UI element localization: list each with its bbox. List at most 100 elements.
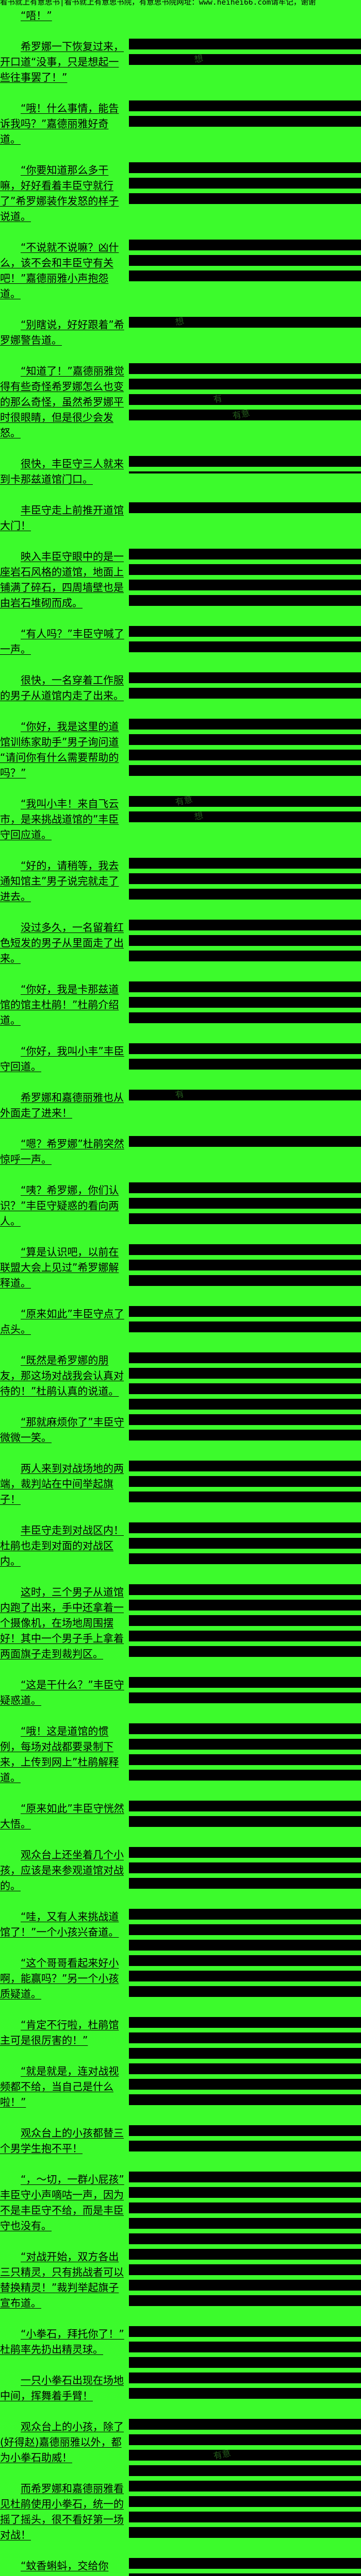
censor-bar (129, 1275, 361, 1286)
censor-bar-group (129, 2481, 361, 2543)
censor-bar (129, 765, 361, 776)
censor-bar-group: 有意 (129, 2419, 361, 2481)
censor-bar (129, 1955, 361, 1966)
censor-bar (129, 2233, 361, 2244)
censor-bar (129, 1631, 361, 1641)
censor-bar (129, 162, 361, 173)
censor-bar (129, 1862, 361, 1873)
paragraph-text: “哇，又有人来挑战道馆了！”一个小孩兴奋道。 (0, 1910, 119, 1938)
censor-bar (129, 1260, 361, 1270)
paragraph-text: “别瞎说，好好跟着”希罗娜警告道。 (0, 318, 124, 346)
paragraph-text: “好的，请稍等，我去通知馆主”男子说完就走了进去。 (0, 859, 119, 903)
censor-bar (129, 997, 361, 1008)
paragraph: “原来如此”丰臣守点了点头。 (0, 1306, 361, 1337)
paragraph-text: “这是干什么？”丰臣守疑惑道。 (0, 1679, 124, 1706)
censor-bar: 有意 (129, 410, 361, 420)
censor-bar (129, 2527, 361, 2538)
censor-bar (129, 2280, 361, 2291)
censor-bar: 有 (129, 394, 361, 405)
censor-bar (129, 2573, 361, 2576)
censor-bar (129, 1801, 361, 1811)
paragraph: “唔！” (0, 8, 361, 23)
paragraph-text: “不说就不说嘛？凶什么，该不会和丰臣守有关吧！”嘉德丽雅小声抱怨道。 (0, 241, 119, 300)
censor-bar (129, 1059, 361, 1070)
censor-bar (129, 858, 361, 869)
censor-bar-group (129, 1043, 361, 1074)
censor-bar (129, 2372, 361, 2383)
censor-bar: 有 (129, 1090, 361, 1100)
censor-bar (129, 2202, 361, 2213)
censor-bar (129, 626, 361, 637)
paragraph: 这时，三个男子从道馆内跑了出来，手中还拿着一个摄像机，在场地周围摆好！其中一个男… (0, 1584, 361, 1662)
paragraph-text: “你好，我是这里的道馆训练家助手”男子询问道“请问你有什么需要帮助的吗？” (0, 720, 119, 779)
paragraph-text: “哦！什么事情，能告诉我吗？”嘉德丽雅好奇道。 (0, 102, 119, 145)
censor-bar (129, 502, 361, 513)
censor-bar (129, 1986, 361, 1997)
censor-bar: 有意 (129, 2450, 361, 2461)
censor-bar (129, 1383, 361, 1394)
censor-bar (129, 2094, 361, 2105)
censor-bar-group (129, 100, 361, 131)
paragraph-text: 丰臣守走到对战区内！杜鹃也走到对面的对战区内。 (0, 1524, 124, 1567)
censor-bar (129, 2048, 361, 2059)
censor-bar-group (129, 1522, 361, 1569)
censor-bar-group (129, 1801, 361, 1832)
censor-bar (129, 873, 361, 884)
paragraph: “哦！这是道馆的惯例，每场对战都要录制下来，上传到网上”杜鹃解释道。 (0, 1723, 361, 1785)
censor-bar (129, 1600, 361, 1611)
censor-bar (129, 2558, 361, 2569)
censor-bar (129, 2357, 361, 2368)
paragraph: “就是就是，连对战视频都不给，当自己是什么啦！” (0, 2063, 361, 2110)
censor-bar-group (129, 162, 361, 209)
paragraph-text: 两人来到对战场地的两端，裁判站在中间举起旗子！ (0, 1462, 124, 1505)
paragraph: “我叫小丰！来自飞云市，是来挑战道馆的”丰臣守回应道。 有意想 (0, 796, 361, 842)
censor-bar-group (129, 1352, 361, 1414)
censor-bar (129, 2249, 361, 2260)
censor-bar (129, 240, 361, 250)
paragraph: “原来如此”丰臣守恍然大悟。 (0, 1801, 361, 1832)
paragraph: 丰臣守走上前推开道馆大门！ (0, 502, 361, 533)
censor-bar (129, 1399, 361, 1410)
censor-bar (129, 379, 361, 389)
censor-bar (129, 1430, 361, 1440)
censor-bar-group (129, 1909, 361, 1955)
censor-bar (129, 981, 361, 992)
censor-bar (129, 2063, 361, 2074)
censor-bar-group (129, 1182, 361, 1229)
censor-bar: 想 (129, 54, 361, 65)
paragraph-text: “对战开始，双方各出三只精灵，只有挑战者可以替换精灵！”裁判举起旗子宣布道。 (0, 2250, 124, 2309)
paragraph: “不说就不说嘛？凶什么，该不会和丰臣守有关吧！”嘉德丽雅小声抱怨道。 (0, 240, 361, 301)
censor-bar-group (129, 1244, 361, 1291)
censor-bar-group (129, 719, 361, 781)
paragraph: “你好，我是这里的道馆训练家助手”男子询问道“请问你有什么需要帮助的吗？” (0, 719, 361, 781)
censor-bar (129, 1476, 361, 1487)
watermark-ghost-text: 有 (212, 394, 223, 405)
censor-bar-group (129, 1955, 361, 2002)
censor-bar (129, 2342, 361, 2352)
censor-bar (129, 1182, 361, 1193)
censor-bar (129, 672, 361, 683)
paragraph-text: “知道了！”嘉德丽雅觉得有些奇怪希罗娜怎么也变的那么奇怪，虽然希罗娜平时很眼睛，… (0, 365, 124, 439)
censor-bar (129, 1971, 361, 1981)
censor-bar (129, 1198, 361, 1209)
paragraph: “咦？希罗娜，你们认识？”丰臣守疑惑的看向两人。 (0, 1182, 361, 1229)
paragraph: “算是认识吧，以前在联盟大会上见过”希罗娜解释道。 (0, 1244, 361, 1291)
paragraph-text: “就是就是，连对战视频都不给，当自己是什么啦！” (0, 2065, 119, 2108)
censor-bar-group (129, 2172, 361, 2249)
chapter-content: “唔！” 希罗娜一下恢复过来，开口道“没事，只是想起一些往事罢了！” 想 “哦！什么事… (0, 8, 361, 2576)
censor-bar (129, 270, 361, 281)
paragraph-text: “那就麻烦你了”丰臣守微微一笑。 (0, 1416, 124, 1444)
paragraph-text: “这个哥哥看起来好小啊，能赢吗？”另一个小孩质疑道。 (0, 1957, 119, 2000)
censor-bar-group (129, 1461, 361, 1507)
censor-bar (129, 1538, 361, 1549)
censor-bar (129, 2481, 361, 2492)
censor-bar (129, 1924, 361, 1935)
paragraph: 观众台上的小孩都替三个男学生抱不平！ (0, 2125, 361, 2156)
watermark-ghost-text: 有意 (212, 2450, 232, 2461)
censor-bar (129, 935, 361, 946)
censor-bar (129, 1213, 361, 1224)
paragraph-text: “算是认识吧，以前在联盟大会上见过”希罗娜解释道。 (0, 1246, 119, 1289)
paragraph: “小拳石，拜托你了！”杜鹃率先扔出精灵球。 (0, 2326, 361, 2368)
censor-bar: 想 (129, 317, 361, 328)
censor-bar (129, 1847, 361, 1858)
